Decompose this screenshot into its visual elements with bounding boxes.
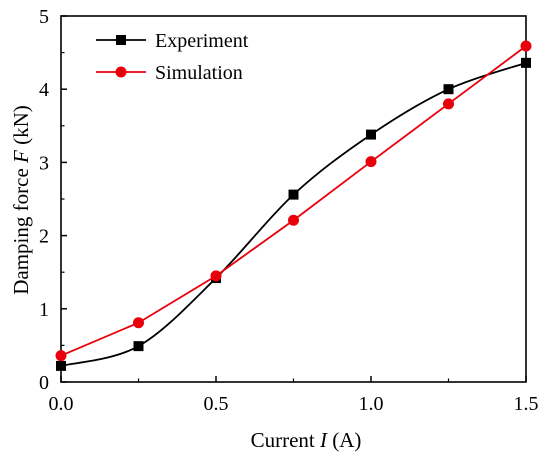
legend-label-experiment: Experiment bbox=[155, 30, 249, 52]
x-tick-label: 1.5 bbox=[514, 393, 539, 415]
legend-label-simulation: Simulation bbox=[155, 62, 243, 84]
legend-item-experiment: Experiment bbox=[96, 30, 249, 52]
legend-marker-simulation bbox=[115, 66, 127, 78]
series-line-experiment bbox=[60, 61, 527, 367]
y-tick-label: 3 bbox=[39, 152, 49, 174]
y-tick-label: 5 bbox=[39, 6, 49, 28]
legend-item-simulation: Simulation bbox=[96, 62, 243, 84]
data-point-experiment bbox=[443, 84, 454, 95]
y-axis-title-variable: F bbox=[9, 150, 33, 164]
data-point-experiment bbox=[56, 360, 66, 371]
y-axis-title: Damping force F (kN) bbox=[9, 105, 33, 295]
y-axis-title-text: Damping force bbox=[9, 163, 33, 295]
data-point-simulation bbox=[133, 317, 144, 329]
y-axis-title-unit: (kN) bbox=[9, 105, 33, 150]
x-axis-title: Current I (A) bbox=[251, 428, 362, 452]
series-layer bbox=[55, 40, 532, 371]
y-tick-label: 4 bbox=[39, 79, 49, 101]
data-point-simulation bbox=[210, 270, 222, 282]
ticks-layer: 0.0 0.5 1.0 1.5 0 1 2 3 4 5 bbox=[39, 6, 539, 415]
data-point-experiment bbox=[521, 57, 531, 68]
data-point-simulation bbox=[288, 214, 299, 226]
data-point-simulation bbox=[443, 98, 454, 110]
data-point-experiment bbox=[288, 189, 299, 200]
x-axis-title-variable: I bbox=[319, 428, 328, 452]
data-point-experiment bbox=[133, 341, 144, 352]
x-tick-label: 0.5 bbox=[204, 393, 229, 415]
data-point-simulation bbox=[520, 40, 532, 52]
series-line-simulation bbox=[60, 45, 527, 357]
data-point-simulation bbox=[365, 156, 377, 168]
y-tick-label: 0 bbox=[39, 372, 49, 394]
y-tick-label: 2 bbox=[39, 226, 49, 248]
x-tick-label: 1.0 bbox=[359, 393, 384, 415]
data-point-experiment bbox=[366, 129, 376, 140]
x-axis-title-text: Current bbox=[251, 428, 320, 452]
x-axis-title-unit: (A) bbox=[327, 428, 361, 452]
data-point-simulation bbox=[55, 350, 67, 362]
legend-marker-experiment bbox=[116, 35, 126, 45]
y-tick-label: 1 bbox=[39, 299, 49, 321]
legend: Experiment Simulation bbox=[96, 30, 249, 84]
x-tick-label: 0.0 bbox=[49, 393, 74, 415]
